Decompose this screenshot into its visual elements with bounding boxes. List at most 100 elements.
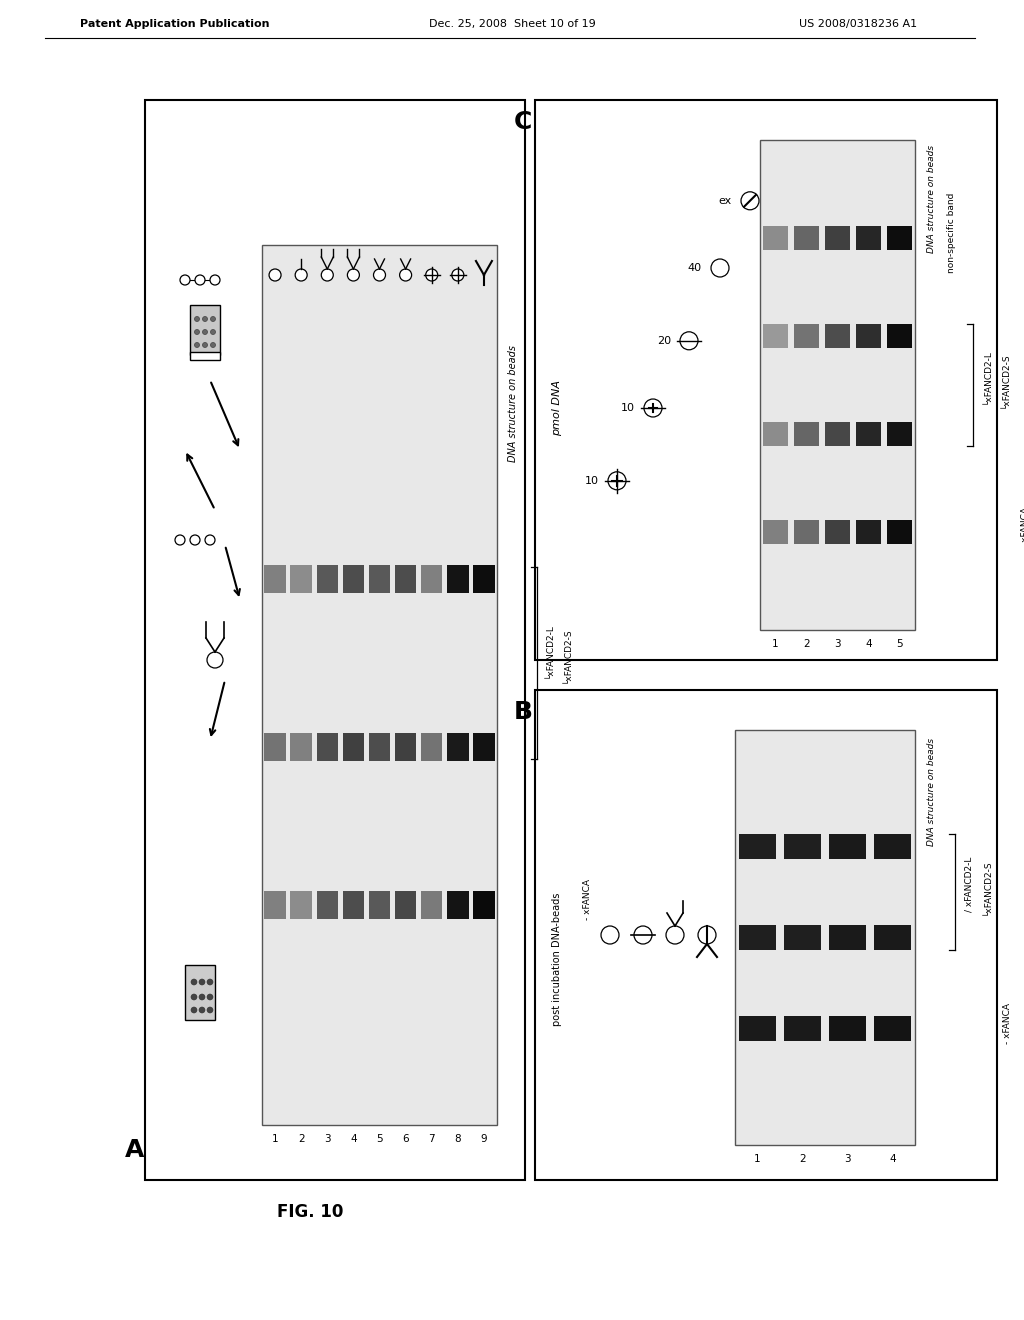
Circle shape xyxy=(203,317,208,322)
Bar xyxy=(763,323,788,348)
Circle shape xyxy=(180,275,190,285)
Bar xyxy=(887,422,912,446)
Bar xyxy=(316,733,338,760)
Circle shape xyxy=(211,317,215,322)
Bar xyxy=(262,246,497,1125)
Circle shape xyxy=(203,330,208,334)
Circle shape xyxy=(195,342,200,347)
Text: DNA structure on beads: DNA structure on beads xyxy=(927,145,936,253)
Circle shape xyxy=(347,269,359,281)
Bar xyxy=(829,925,866,950)
Text: FIG. 10: FIG. 10 xyxy=(276,1203,343,1221)
Bar xyxy=(829,834,866,859)
Bar xyxy=(856,422,882,446)
Bar xyxy=(535,690,997,1180)
Text: 2: 2 xyxy=(803,639,810,649)
Bar xyxy=(763,520,788,544)
Circle shape xyxy=(190,535,200,545)
Bar xyxy=(887,520,912,544)
Bar xyxy=(343,565,365,594)
Bar xyxy=(473,733,495,760)
Bar xyxy=(739,925,776,950)
Text: └xFANCD2-L: └xFANCD2-L xyxy=(545,623,554,678)
Bar xyxy=(794,226,819,249)
Bar xyxy=(824,422,850,446)
Bar xyxy=(395,891,417,919)
Bar xyxy=(739,834,776,859)
Bar xyxy=(874,834,911,859)
Bar xyxy=(874,1016,911,1041)
Text: 2: 2 xyxy=(799,1154,806,1164)
Bar xyxy=(190,352,220,360)
Bar xyxy=(856,323,882,348)
Bar xyxy=(145,100,525,1180)
Circle shape xyxy=(191,994,197,1001)
Circle shape xyxy=(191,979,197,985)
Bar xyxy=(887,323,912,348)
Circle shape xyxy=(207,979,213,985)
Bar xyxy=(291,565,312,594)
Bar xyxy=(264,733,286,760)
Bar xyxy=(739,1016,776,1041)
Circle shape xyxy=(195,275,205,285)
Circle shape xyxy=(634,927,652,944)
Bar xyxy=(784,834,821,859)
Text: 5: 5 xyxy=(896,639,903,649)
Bar xyxy=(784,925,821,950)
Circle shape xyxy=(295,269,307,281)
Bar xyxy=(190,305,220,355)
Bar xyxy=(421,733,442,760)
Text: 5: 5 xyxy=(376,1134,383,1144)
Text: Patent Application Publication: Patent Application Publication xyxy=(80,18,269,29)
Text: - xFANCA: - xFANCA xyxy=(1021,507,1024,548)
Text: 10: 10 xyxy=(585,475,599,486)
Bar xyxy=(473,891,495,919)
Circle shape xyxy=(191,1007,197,1012)
Text: 3: 3 xyxy=(835,639,841,649)
Text: 4: 4 xyxy=(889,1154,896,1164)
Text: 9: 9 xyxy=(480,1134,487,1144)
Bar xyxy=(794,323,819,348)
Text: 10: 10 xyxy=(621,403,635,413)
Circle shape xyxy=(322,269,333,281)
Circle shape xyxy=(203,342,208,347)
Circle shape xyxy=(199,979,205,985)
Circle shape xyxy=(741,191,759,210)
Circle shape xyxy=(452,269,464,281)
Circle shape xyxy=(426,269,437,281)
Circle shape xyxy=(207,994,213,1001)
Text: 3: 3 xyxy=(844,1154,851,1164)
Text: non-specific band: non-specific band xyxy=(946,193,955,273)
Bar xyxy=(264,891,286,919)
Bar xyxy=(264,565,286,594)
Text: DNA structure on beads: DNA structure on beads xyxy=(927,738,936,846)
Text: 1: 1 xyxy=(755,1154,761,1164)
Bar xyxy=(473,565,495,594)
Circle shape xyxy=(608,471,626,490)
Text: └xFANCD2-S: └xFANCD2-S xyxy=(1000,352,1010,408)
Bar xyxy=(887,226,912,249)
Circle shape xyxy=(210,275,220,285)
Text: DNA structure on beads: DNA structure on beads xyxy=(508,345,518,462)
Bar xyxy=(291,733,312,760)
Circle shape xyxy=(399,269,412,281)
Circle shape xyxy=(601,927,618,944)
Circle shape xyxy=(211,342,215,347)
Bar xyxy=(874,925,911,950)
Bar xyxy=(395,733,417,760)
Text: 3: 3 xyxy=(324,1134,331,1144)
Text: US 2008/0318236 A1: US 2008/0318236 A1 xyxy=(799,18,918,29)
Bar xyxy=(369,565,390,594)
Text: 1: 1 xyxy=(772,639,779,649)
Circle shape xyxy=(195,317,200,322)
Bar xyxy=(856,520,882,544)
Bar xyxy=(316,565,338,594)
Bar xyxy=(447,733,469,760)
Text: 7: 7 xyxy=(428,1134,435,1144)
Bar xyxy=(316,891,338,919)
Text: post incubation DNA-beads: post incubation DNA-beads xyxy=(552,892,562,1026)
Bar xyxy=(824,520,850,544)
Bar xyxy=(343,891,365,919)
Text: 20: 20 xyxy=(657,335,671,346)
Bar xyxy=(369,733,390,760)
